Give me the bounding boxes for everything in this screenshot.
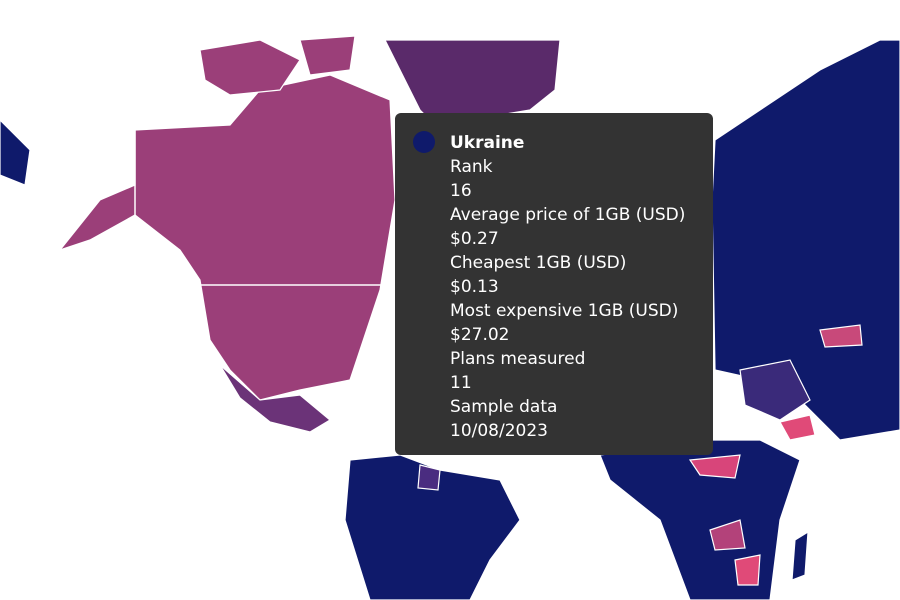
asia-edge[interactable]: [0, 119, 31, 186]
country[interactable]: [779, 414, 816, 441]
legend-swatch: [413, 131, 435, 153]
field-label: Average price of 1GB (USD): [450, 205, 685, 225]
tooltip-background: [395, 113, 713, 455]
country[interactable]: [688, 454, 741, 479]
field-value: 11: [450, 373, 472, 393]
country[interactable]: [739, 359, 811, 421]
tooltip-title: Ukraine: [450, 133, 524, 153]
country[interactable]: [819, 324, 863, 348]
arctic-islands[interactable]: [299, 35, 356, 76]
north-america[interactable]: [58, 74, 396, 401]
eurasia[interactable]: [711, 39, 900, 441]
arctic-islands[interactable]: [199, 39, 301, 96]
country[interactable]: [417, 464, 441, 491]
field-label: Cheapest 1GB (USD): [450, 253, 626, 273]
field-value: $0.27: [450, 229, 499, 249]
south-america[interactable]: [344, 454, 521, 600]
tooltip: Ukraine Rank 16 Average price of 1GB (USD)…: [395, 113, 713, 455]
field-value: $0.13: [450, 277, 499, 297]
field-label: Rank: [450, 157, 493, 177]
field-value: $27.02: [450, 325, 509, 345]
field-label: Plans measured: [450, 349, 585, 369]
field-value: 16: [450, 181, 472, 201]
madagascar[interactable]: [791, 530, 809, 581]
countries: [0, 35, 900, 600]
country[interactable]: [709, 519, 746, 551]
field-label: Sample data: [450, 397, 557, 417]
field-value: 10/08/2023: [450, 421, 548, 441]
country[interactable]: [734, 554, 761, 586]
mexico[interactable]: [219, 364, 332, 433]
field-label: Most expensive 1GB (USD): [450, 301, 678, 321]
